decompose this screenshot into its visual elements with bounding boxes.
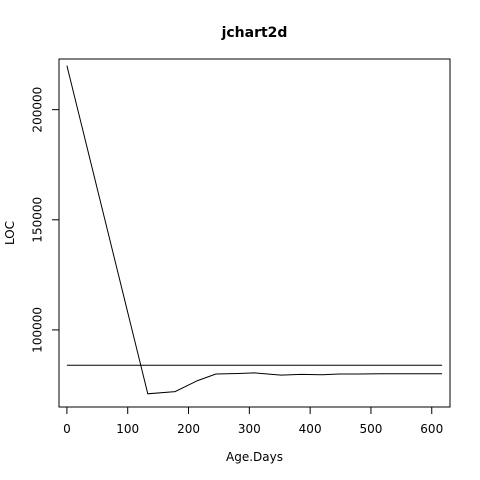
y-tick-label: 100000 — [31, 307, 45, 353]
plot-frame — [58, 58, 451, 408]
x-tick-label: 100 — [116, 422, 139, 436]
series-group — [66, 65, 443, 395]
x-axis: 0 100 200 300 400 500 600 — [63, 407, 443, 436]
chart-title: jchart2d — [221, 25, 288, 41]
x-tick-label: 200 — [177, 422, 200, 436]
y-axis-label: LOC — [3, 221, 17, 245]
x-tick-label: 300 — [238, 422, 261, 436]
x-axis-label: Age.Days — [226, 450, 283, 464]
y-axis: 100000 150000 200000 — [31, 87, 59, 353]
x-tick-label: 400 — [299, 422, 322, 436]
series-line-1 — [66, 65, 443, 395]
x-tick-label: 600 — [420, 422, 443, 436]
x-tick-label: 500 — [359, 422, 382, 436]
y-tick-label: 150000 — [31, 197, 45, 243]
y-tick-label: 200000 — [31, 87, 45, 133]
x-tick-label: 0 — [63, 422, 71, 436]
